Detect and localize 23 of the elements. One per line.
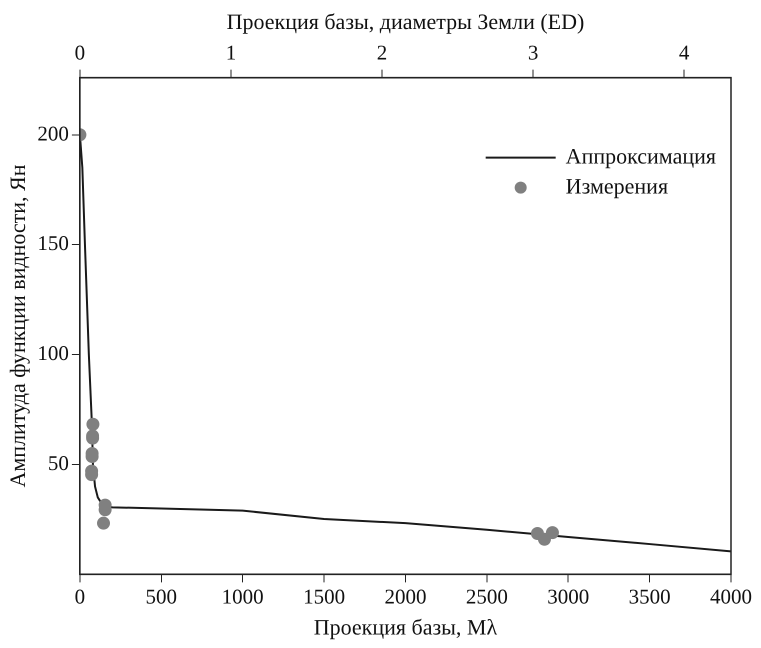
x-tick-label: 2000 (384, 584, 426, 609)
x-tick-label: 1500 (303, 584, 346, 609)
x2-axis-title: Проекция базы, диаметры Земли (ED) (226, 8, 584, 34)
y-tick-label: 50 (48, 451, 69, 476)
x-axis-title: Проекция базы, Mλ (314, 614, 498, 640)
legend-label: Измерения (566, 173, 668, 198)
x2-tick-label: 1 (226, 40, 236, 65)
x2-tick-label: 2 (376, 40, 388, 65)
x2-tick-label: 4 (678, 40, 690, 65)
x-tick-label: 3000 (547, 584, 590, 609)
y-axis-title: Амплитуда функции видности, Ян (4, 164, 30, 488)
x-tick-label: 0 (74, 584, 86, 609)
x-tick-label: 500 (146, 584, 178, 609)
y-tick-label: 100 (37, 341, 69, 366)
y-tick-label: 150 (37, 231, 69, 256)
x2-tick-label: 0 (74, 40, 86, 65)
x2-tick-label: 3 (528, 40, 538, 65)
x-tick-label: 4000 (710, 584, 752, 609)
x-tick-label: 1000 (222, 584, 264, 609)
y-tick-label: 200 (37, 121, 69, 146)
x-tick-label: 2500 (466, 584, 508, 609)
legend-label: Аппроксимация (566, 143, 716, 168)
x-tick-label: 3500 (628, 584, 671, 609)
